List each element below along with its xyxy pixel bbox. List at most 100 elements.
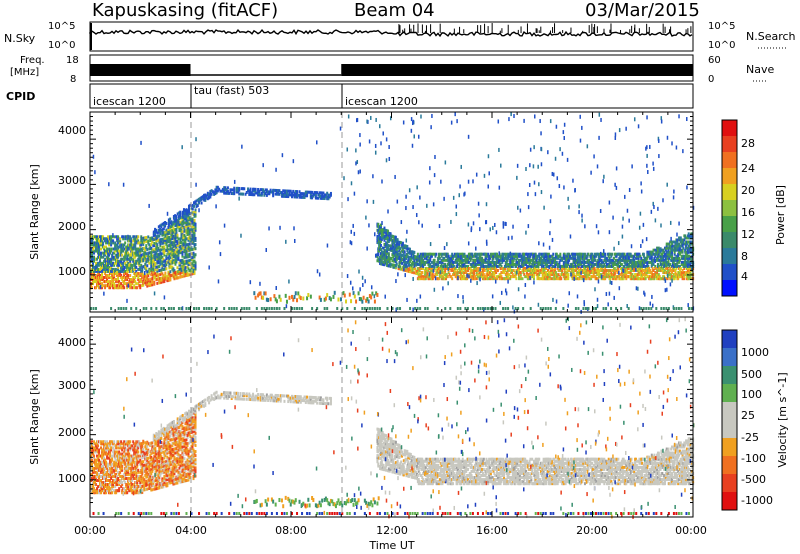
echo-cell — [92, 243, 95, 247]
echo-cell — [307, 293, 310, 298]
echo-cell — [394, 264, 397, 268]
echo-cell — [649, 256, 652, 260]
echo-cell — [473, 271, 476, 275]
echo-cell — [161, 228, 164, 232]
echo-cell — [526, 266, 529, 270]
echo-cell — [294, 190, 297, 194]
echo-cell — [166, 275, 169, 279]
echo-cell — [419, 262, 422, 266]
echo-cell — [177, 223, 180, 227]
echo-cell — [104, 257, 107, 261]
echo-cell — [554, 266, 557, 270]
echo-cell — [165, 263, 168, 267]
echo-cell — [416, 252, 419, 256]
echo-cell — [172, 271, 175, 275]
echo-cell — [191, 203, 194, 207]
echo-cell — [99, 243, 102, 247]
echo-cell — [95, 237, 98, 241]
echo-cell — [123, 280, 126, 284]
echo-cell — [683, 238, 686, 242]
echo-cell — [294, 191, 297, 195]
echo-cell — [182, 268, 185, 272]
echo-cell — [172, 255, 175, 259]
echo-cell — [473, 266, 476, 270]
echo-cell — [164, 221, 167, 225]
echo-cell — [177, 219, 180, 223]
echo-cell — [101, 273, 104, 277]
echo-cell — [441, 269, 444, 273]
echo-cell — [172, 220, 175, 224]
echo-cell — [461, 258, 464, 262]
echo-cell — [663, 275, 666, 279]
echo-cell — [146, 284, 149, 288]
echo-cell — [625, 273, 628, 277]
echo-cell — [430, 260, 433, 264]
echo-cell — [115, 253, 118, 257]
echo-cell — [459, 258, 462, 262]
echo-cell — [674, 258, 677, 262]
echo-cell — [125, 271, 128, 275]
echo-cell — [460, 269, 463, 273]
echo-cell — [163, 237, 166, 241]
echo-cell — [171, 249, 174, 253]
echo-cell — [167, 240, 170, 244]
echo-cell — [658, 275, 661, 279]
echo-cell — [166, 244, 169, 248]
echo-cell — [384, 257, 387, 261]
echo-cell — [139, 280, 142, 284]
echo-cell — [175, 221, 178, 225]
echo-cell — [142, 240, 145, 244]
echo-cell — [164, 232, 167, 236]
echo-cell — [157, 259, 160, 263]
echo-cell — [155, 241, 158, 245]
echo-cell — [430, 254, 433, 258]
echo-cell — [319, 196, 322, 200]
echo-cell — [106, 237, 109, 241]
echo-cell — [109, 282, 112, 286]
echo-cell — [510, 254, 513, 258]
echo-cell — [180, 226, 183, 230]
echo-cell — [282, 192, 285, 196]
echo-cell — [117, 284, 120, 288]
echo-cell — [107, 251, 110, 255]
echo-cell — [114, 257, 117, 261]
echo-cell — [401, 253, 404, 257]
echo-cell — [92, 280, 95, 284]
echo-cell — [440, 262, 443, 266]
echo-cell — [124, 261, 127, 265]
echo-cell — [159, 252, 162, 256]
echo-cell — [608, 262, 611, 266]
echo-cell — [168, 264, 171, 268]
echo-cell — [133, 239, 136, 243]
echo-cell — [164, 277, 167, 281]
echo-cell — [148, 267, 151, 271]
echo-cell — [652, 269, 655, 273]
echo-cell — [468, 275, 471, 279]
echo-cell — [225, 189, 228, 193]
echo-cell — [677, 277, 680, 281]
echo-cell — [441, 252, 444, 256]
echo-cell — [189, 211, 192, 215]
echo-cell — [567, 260, 570, 264]
echo-cell — [142, 236, 145, 240]
echo-cell — [134, 280, 137, 284]
echo-cell — [390, 236, 393, 240]
echo-cell — [145, 278, 148, 282]
echo-cell — [484, 258, 487, 262]
echo-cell — [540, 252, 543, 256]
echo-cell — [408, 264, 411, 268]
echo-cell — [515, 277, 518, 281]
echo-cell — [288, 189, 291, 193]
echo-cell — [141, 249, 144, 253]
echo-cell — [133, 271, 136, 275]
echo-cell — [387, 252, 390, 256]
echo-cell — [376, 234, 379, 238]
echo-cell — [173, 260, 176, 264]
echo-cell — [503, 266, 506, 270]
echo-cell — [516, 262, 519, 266]
echo-cell — [183, 250, 186, 254]
echo-cell — [687, 234, 690, 238]
echo-cell — [198, 201, 201, 205]
echo-cell — [168, 239, 171, 243]
echo-cell — [389, 232, 392, 236]
